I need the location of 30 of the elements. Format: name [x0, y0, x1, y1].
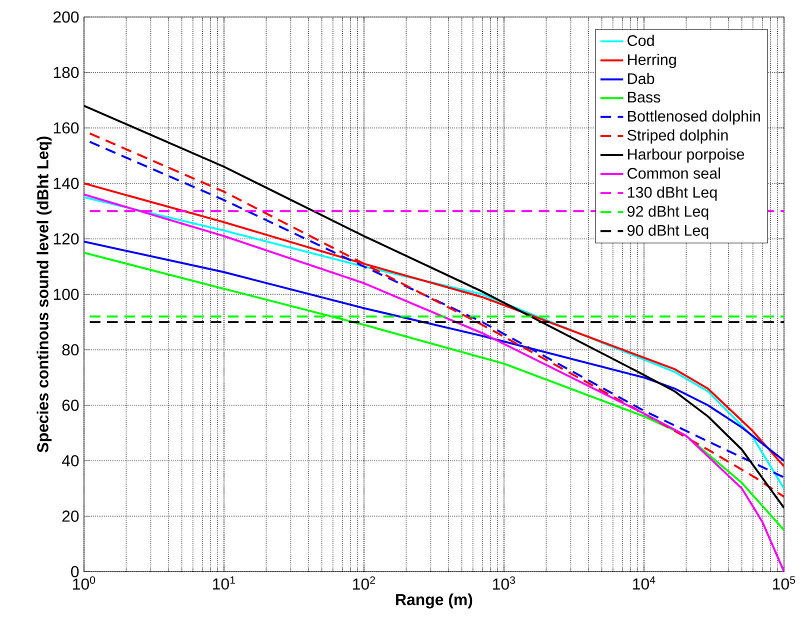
y-tick-label: 20	[62, 510, 79, 522]
y-tick-label: 120	[54, 233, 79, 244]
y-tick-label: 160	[54, 122, 79, 134]
y-tick-label: 0	[71, 566, 79, 578]
x-tick-label: 10$^{0}$	[73, 576, 96, 590]
legend-label: Harbour porpoise	[628, 148, 744, 163]
legend-label: Common seal	[628, 168, 720, 179]
x-tick-label: 10$^{2}$	[353, 576, 375, 590]
legend-label: Bottlenosed dolphin	[628, 110, 760, 125]
x-tick-label: 10$^{4}$	[633, 576, 656, 590]
y-tick-label: 60	[62, 400, 79, 411]
legend-label: 90 dBht Leq	[628, 224, 708, 239]
legend-label: Striped dolphin	[628, 129, 728, 144]
legend-label: Dab	[628, 72, 654, 84]
legend-label: Bass	[628, 92, 660, 103]
y-tick-label: 80	[62, 344, 79, 356]
x-tick-label: 10$^{3}$	[493, 576, 516, 590]
legend-label: Herring	[628, 54, 676, 68]
y-axis-title: Species continous sound level (dBht Leq)	[36, 136, 52, 452]
x-tick-label: 10$^{1}$	[213, 576, 235, 590]
y-tick-label: 40	[62, 455, 79, 466]
legend-label: 92 dBht Leq	[628, 206, 708, 220]
legend-label: 130 dBht Leq	[628, 186, 717, 201]
y-tick-label: 200	[54, 11, 79, 23]
y-tick-label: 140	[54, 178, 79, 190]
legend-label: Cod	[628, 34, 654, 46]
x-axis-title: Range (m)	[396, 594, 472, 608]
y-tick-label: 100	[54, 288, 79, 300]
y-tick-label: 180	[54, 66, 79, 78]
x-tick-label: 10$^{5}$	[773, 576, 796, 590]
